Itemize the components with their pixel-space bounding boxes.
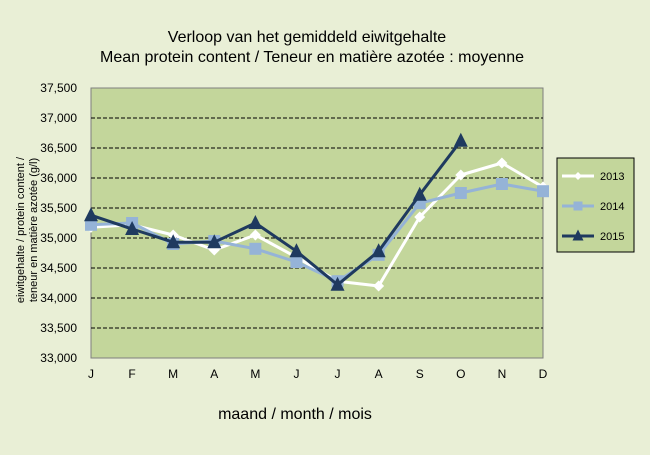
- y-tick-label: 35,500: [40, 201, 77, 215]
- y-tick-label: 35,000: [40, 231, 77, 245]
- data-point: [125, 221, 140, 235]
- data-point: [373, 280, 385, 292]
- y-tick-label: 34,000: [40, 291, 77, 305]
- y-tick-label: 33,500: [40, 321, 77, 335]
- data-point: [84, 207, 98, 222]
- plot-area: [90, 87, 544, 359]
- x-tick-label: J: [88, 367, 94, 381]
- legend-item: 2014: [562, 201, 624, 213]
- data-point: [454, 187, 467, 199]
- data-point: [412, 186, 427, 201]
- x-tick-label: S: [416, 367, 424, 381]
- y-axis-label-line2: teneur en matière azotée (g/l): [28, 158, 40, 302]
- x-tick-label: A: [375, 367, 383, 381]
- x-tick-label: A: [210, 367, 218, 381]
- y-axis-ticks: 33,000 33,500 34,000 34,500 35,000 35,500 36,0…: [40, 81, 77, 365]
- data-point: [495, 178, 508, 190]
- data-point: [573, 201, 583, 211]
- data-point: [207, 234, 222, 249]
- y-tick-label: 34,500: [40, 261, 77, 275]
- data-point: [249, 242, 262, 255]
- legend: 2013 2014 2015: [556, 157, 635, 253]
- x-tick-label: M: [250, 367, 260, 381]
- y-tick-label: 37,500: [40, 81, 77, 95]
- x-tick-label: J: [293, 367, 299, 381]
- series-group: [84, 132, 549, 292]
- x-tick-label: M: [168, 367, 178, 381]
- y-tick-label: 36,000: [40, 171, 77, 185]
- legend-label: 2015: [600, 231, 624, 243]
- data-point: [330, 276, 345, 291]
- x-tick-label: O: [456, 367, 465, 381]
- x-tick-label: F: [128, 367, 135, 381]
- x-tick-label: D: [539, 367, 548, 381]
- data-point: [249, 229, 261, 241]
- data-point: [496, 157, 508, 169]
- legend-label: 2014: [600, 201, 624, 213]
- y-tick-label: 36,500: [40, 141, 77, 155]
- data-point: [414, 211, 426, 223]
- series-2015: [84, 132, 468, 291]
- data-point: [290, 256, 303, 268]
- data-point: [371, 243, 386, 258]
- data-point: [453, 132, 468, 147]
- legend-item: 2013: [562, 171, 624, 183]
- data-point: [248, 215, 263, 229]
- y-axis-label: eiwitgehalte / protein content / teneur …: [15, 156, 40, 303]
- x-tick-label: J: [335, 367, 341, 381]
- data-point: [85, 218, 97, 231]
- data-point: [537, 185, 549, 198]
- data-point: [166, 234, 181, 249]
- data-point: [455, 169, 467, 181]
- x-tick-label: N: [498, 367, 507, 381]
- legend-label: 2013: [600, 171, 624, 183]
- x-axis-label: maand / month / mois: [218, 406, 372, 423]
- data-point: [289, 243, 304, 258]
- legend-item: 2015: [562, 229, 624, 243]
- y-tick-label: 33,000: [40, 351, 77, 365]
- series-line: [90, 139, 463, 287]
- gridlines: [91, 117, 543, 329]
- data-point: [572, 229, 584, 241]
- legend-items: 2013 2014 2015: [562, 171, 624, 243]
- data-point: [574, 172, 582, 180]
- chart-subtitle: Mean protein content / Teneur en matière…: [100, 49, 524, 66]
- y-tick-label: 37,000: [40, 111, 77, 125]
- y-axis-label-line1: eiwitgehalte / protein content /: [15, 156, 27, 303]
- chart-title: Verloop van het gemiddeld eiwitgehalte: [168, 29, 447, 46]
